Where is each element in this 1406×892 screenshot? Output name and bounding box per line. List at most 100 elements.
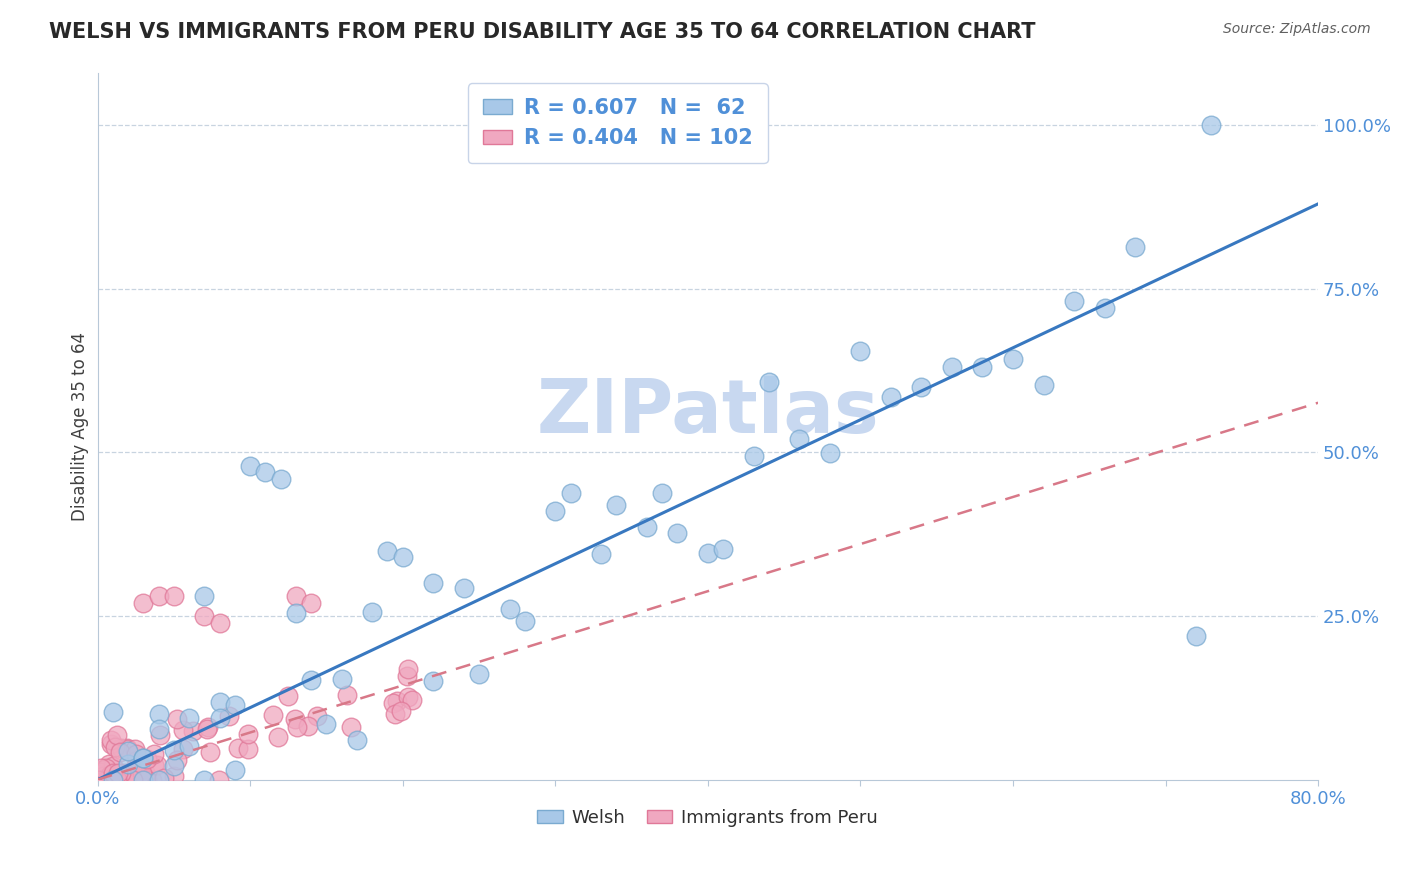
Point [131, 772, 153, 787]
Point [163, 743, 186, 757]
Point [377, 543, 399, 558]
Point [789, 432, 811, 446]
Point [262, 707, 284, 722]
Point [361, 605, 384, 619]
Point [136, 772, 159, 787]
Point [208, 710, 231, 724]
Point [401, 693, 423, 707]
Point [146, 758, 169, 772]
Point [226, 740, 249, 755]
Point [236, 742, 259, 756]
Point [131, 765, 153, 780]
Point [93, 772, 115, 787]
Point [396, 690, 419, 704]
Point [636, 520, 658, 534]
Point [107, 772, 129, 786]
Point [148, 772, 170, 787]
Point [299, 673, 322, 688]
Point [121, 772, 143, 787]
Point [132, 772, 155, 787]
Point [208, 615, 231, 630]
Point [87, 772, 110, 787]
Point [87, 772, 110, 787]
Y-axis label: Disability Age 35 to 64: Disability Age 35 to 64 [72, 332, 89, 521]
Point [94, 760, 117, 774]
Point [128, 763, 150, 777]
Point [544, 504, 567, 518]
Point [1185, 629, 1208, 643]
Point [193, 590, 215, 604]
Point [1032, 378, 1054, 392]
Point [104, 772, 127, 787]
Point [389, 704, 412, 718]
Point [239, 458, 262, 473]
Point [125, 758, 148, 772]
Point [101, 759, 124, 773]
Point [108, 745, 131, 759]
Point [181, 724, 204, 739]
Point [105, 772, 128, 787]
Point [387, 694, 409, 708]
Point [605, 498, 627, 512]
Point [513, 615, 536, 629]
Point [1063, 293, 1085, 308]
Point [101, 772, 124, 787]
Point [880, 390, 903, 404]
Point [742, 450, 765, 464]
Point [132, 751, 155, 765]
Point [112, 772, 135, 787]
Point [108, 767, 131, 781]
Point [132, 753, 155, 767]
Point [284, 590, 307, 604]
Point [453, 581, 475, 595]
Point [115, 742, 138, 756]
Point [115, 740, 138, 755]
Point [284, 606, 307, 620]
Point [107, 765, 129, 780]
Point [91, 771, 114, 785]
Point [422, 575, 444, 590]
Point [236, 727, 259, 741]
Point [141, 772, 163, 787]
Point [97, 772, 120, 787]
Point [166, 713, 188, 727]
Point [124, 742, 146, 756]
Point [1001, 351, 1024, 366]
Point [711, 542, 734, 557]
Point [89, 764, 111, 779]
Point [110, 771, 132, 785]
Point [117, 757, 139, 772]
Point [103, 772, 125, 786]
Point [910, 380, 932, 394]
Point [382, 696, 405, 710]
Point [89, 767, 111, 781]
Point [136, 752, 159, 766]
Point [270, 472, 292, 486]
Point [132, 751, 155, 765]
Point [148, 707, 170, 722]
Point [267, 731, 290, 745]
Point [336, 688, 359, 702]
Point [207, 772, 229, 787]
Point [1201, 118, 1223, 132]
Point [93, 772, 115, 787]
Point [166, 753, 188, 767]
Point [87, 772, 110, 787]
Point [105, 769, 128, 783]
Point [758, 375, 780, 389]
Point [384, 706, 406, 721]
Point [107, 728, 129, 742]
Point [972, 359, 994, 374]
Text: WELSH VS IMMIGRANTS FROM PERU DISABILITY AGE 35 TO 64 CORRELATION CHART: WELSH VS IMMIGRANTS FROM PERU DISABILITY… [49, 22, 1036, 42]
Point [96, 772, 118, 787]
Point [346, 732, 368, 747]
Point [218, 708, 240, 723]
Point [396, 662, 419, 676]
Point [297, 719, 319, 733]
Point [560, 486, 582, 500]
Point [125, 753, 148, 767]
Text: Source: ZipAtlas.com: Source: ZipAtlas.com [1223, 22, 1371, 37]
Point [142, 758, 165, 772]
Point [163, 759, 186, 773]
Point [330, 672, 353, 686]
